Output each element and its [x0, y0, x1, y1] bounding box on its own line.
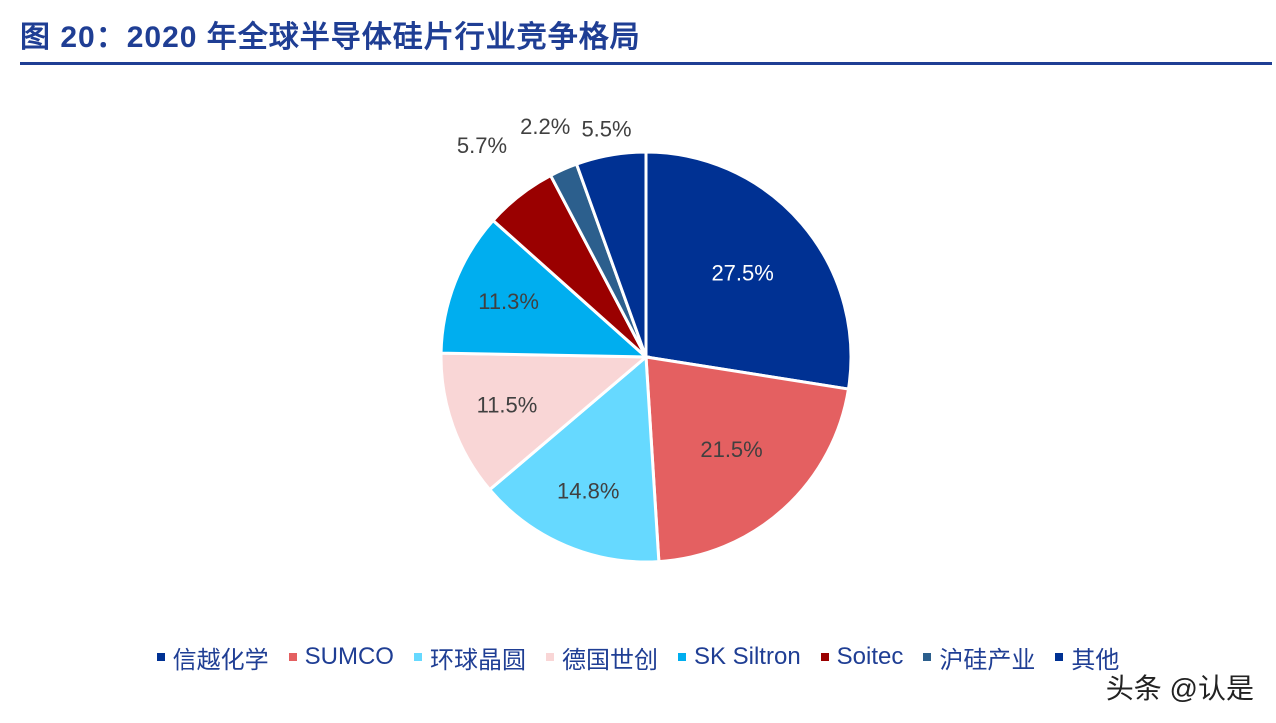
pie-slices [439, 150, 853, 564]
legend-swatch-icon [545, 653, 554, 661]
legend-swatch-icon [288, 653, 297, 661]
slice-data-label-7: 2.2% [520, 114, 570, 139]
legend-item-8: 其他 [1055, 640, 1119, 675]
legend-swatch-icon [923, 653, 932, 661]
pie-labels: 27.5% 21.5% 14.8% 11.5% 11.3% 5.7% 2.2% 5.5% [457, 114, 774, 504]
legend-label: Soitec [836, 643, 904, 670]
pie-slice-8 [574, 150, 648, 358]
slice-data-label-2: 21.5% [700, 437, 762, 462]
legend-item-3: 环球晶圆 [413, 640, 526, 675]
watermark: 头条 @认是 [1105, 673, 1254, 704]
legend-item-6: Soitec [820, 643, 904, 671]
legend-label: 其他 [1071, 646, 1120, 674]
legend-label: SK Siltron [693, 643, 801, 670]
pie-slice-2 [644, 355, 851, 564]
legend-swatch-icon [413, 653, 422, 661]
pie-slice-3 [487, 353, 661, 564]
legend-label: SUMCO [304, 643, 394, 670]
legend-label: 环球晶圆 [429, 646, 526, 674]
pie-slice-1 [644, 150, 853, 391]
pie-slice-4 [439, 351, 650, 492]
chart-legend: 信越化学 SUMCO 环球晶圆 德国世创 SK Siltron Soitec 沪硅产业 其他 [0, 640, 1276, 674]
slice-data-label-8: 5.5% [581, 117, 631, 142]
legend-label: 信越化学 [172, 646, 269, 674]
legend-swatch-icon [156, 653, 165, 661]
legend-item-5: SK Siltron [677, 643, 801, 671]
legend-swatch-icon [677, 653, 686, 661]
legend-item-7: 沪硅产业 [923, 640, 1035, 675]
legend-label: 沪硅产业 [939, 646, 1036, 674]
pie-slice-5 [439, 218, 651, 359]
legend-swatch-icon [820, 653, 829, 661]
legend-item-2: SUMCO [288, 643, 394, 671]
title-divider [20, 62, 1272, 65]
slice-data-label-1: 27.5% [711, 260, 773, 285]
legend-item-1: 信越化学 [156, 640, 269, 675]
slice-data-label-4: 11.5% [477, 392, 538, 417]
page-title: 图 20：2020 年全球半导体硅片行业竞争格局 [20, 21, 641, 54]
slice-data-label-3: 14.8% [557, 479, 619, 504]
slice-data-label-6: 5.7% [457, 133, 507, 158]
legend-swatch-icon [1055, 653, 1064, 661]
pie-chart: 27.5% 21.5% 14.8% 11.5% 11.3% 5.7% 2.2% 5.5% [439, 114, 853, 564]
legend-label: 德国世创 [561, 646, 658, 674]
legend-item-4: 德国世创 [545, 640, 658, 675]
slice-data-label-5: 11.3% [478, 289, 539, 314]
